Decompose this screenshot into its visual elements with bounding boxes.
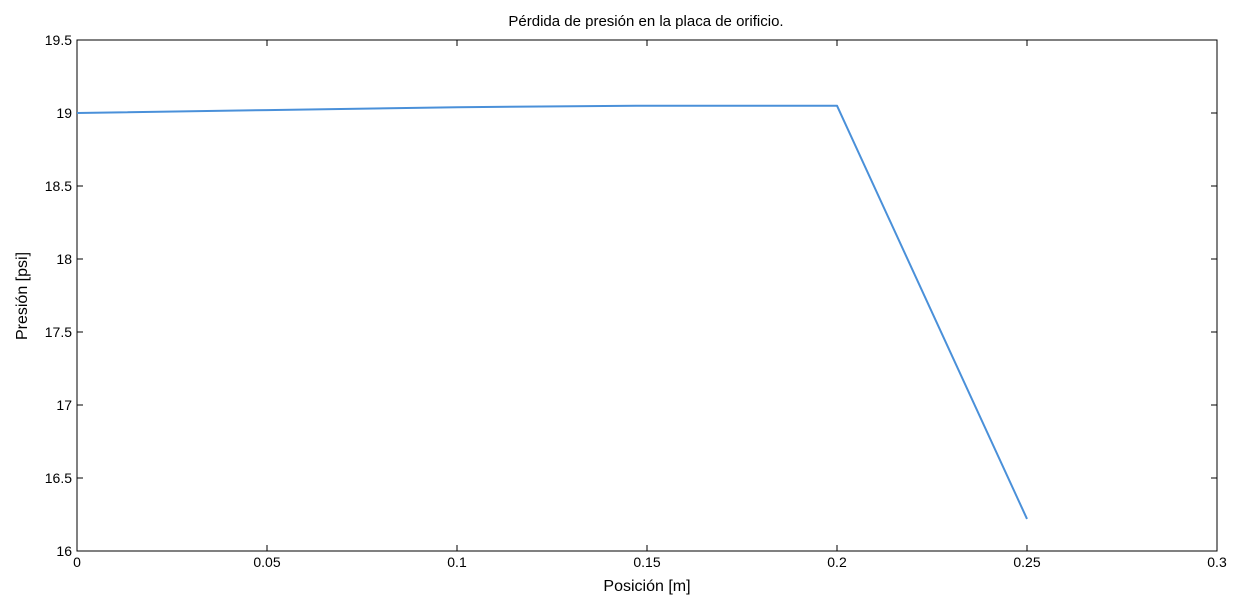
y-tick-label: 19 [56,105,72,121]
x-tick-label: 0.2 [827,554,847,570]
plot-area [76,39,1218,552]
chart-title: Pérdida de presión en la placa de orific… [508,13,783,30]
y-tick-label: 16 [56,543,72,559]
ticks-layer: 0 0.05 0.1 0.15 0.2 0.25 0.3 16 16.5 17 17.5 18 18.5… [45,32,1227,570]
x-axis-title: Posición [m] [603,578,690,595]
series-line [76,104,1028,520]
y-tick-label: 17 [56,397,72,413]
y-tick-label: 16.5 [45,470,72,486]
x-tick-label: 0.3 [1207,554,1227,570]
series-layer [76,104,1028,520]
x-tick-label: 0.25 [1013,554,1040,570]
x-tick-label: 0.15 [633,554,660,570]
x-tick-label: 0.1 [447,554,467,570]
y-tick-label: 17.5 [45,324,72,340]
y-tick-label: 18.5 [45,178,72,194]
y-tick-label: 18 [56,251,72,267]
x-tick-label: 0.05 [253,554,280,570]
y-axis-title: Presión [psi] [14,252,31,340]
y-tick-label: 19.5 [45,32,72,48]
x-tick-label: 0 [73,554,81,570]
